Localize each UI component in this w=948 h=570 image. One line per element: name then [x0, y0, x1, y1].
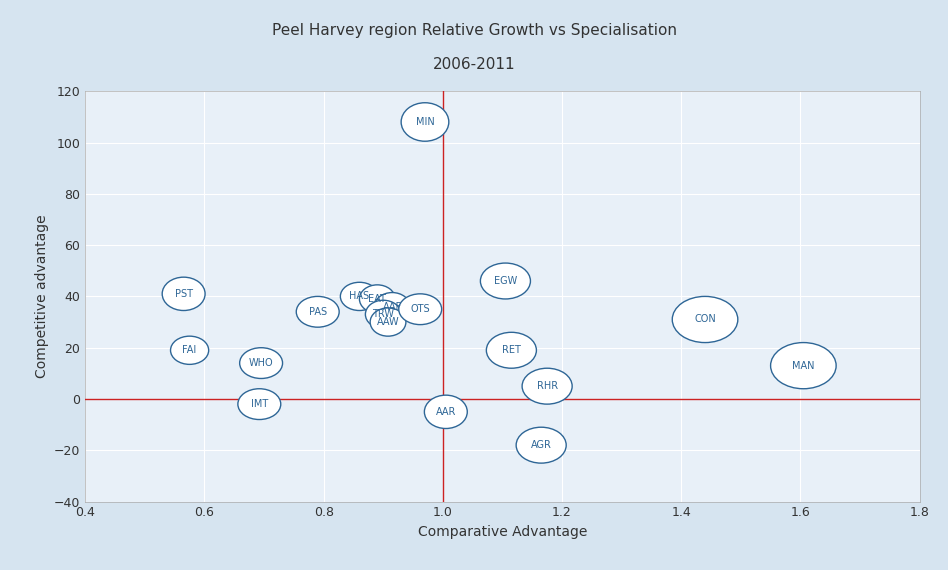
Ellipse shape: [486, 332, 537, 368]
Ellipse shape: [240, 348, 283, 378]
Ellipse shape: [365, 300, 401, 328]
Text: Peel Harvey region Relative Growth vs Specialisation: Peel Harvey region Relative Growth vs Sp…: [271, 23, 677, 38]
Ellipse shape: [359, 285, 395, 313]
Ellipse shape: [374, 292, 410, 321]
Ellipse shape: [672, 296, 738, 343]
Ellipse shape: [401, 103, 448, 141]
Text: PST: PST: [174, 289, 192, 299]
Text: RET: RET: [501, 345, 520, 355]
Y-axis label: Competitive advantage: Competitive advantage: [34, 214, 48, 378]
Text: AAW: AAW: [376, 317, 399, 327]
Ellipse shape: [162, 277, 205, 311]
Ellipse shape: [399, 294, 442, 325]
Text: IMT: IMT: [250, 399, 268, 409]
Ellipse shape: [171, 336, 209, 364]
Ellipse shape: [425, 395, 467, 429]
Text: PAS: PAS: [309, 307, 327, 317]
Text: TRW: TRW: [373, 310, 394, 319]
Ellipse shape: [238, 389, 281, 420]
Text: OTS: OTS: [410, 304, 430, 314]
Text: EAT: EAT: [369, 294, 386, 304]
Text: 2006-2011: 2006-2011: [432, 57, 516, 72]
Ellipse shape: [516, 428, 566, 463]
Text: HAS: HAS: [350, 291, 370, 302]
Ellipse shape: [771, 343, 836, 389]
Text: WHO: WHO: [248, 358, 273, 368]
Text: EGW: EGW: [494, 276, 517, 286]
Text: FAI: FAI: [182, 345, 197, 355]
Text: AAR: AAR: [436, 407, 456, 417]
Ellipse shape: [297, 296, 339, 327]
Text: MIN: MIN: [415, 117, 434, 127]
Ellipse shape: [370, 308, 406, 336]
X-axis label: Comparative Advantage: Comparative Advantage: [418, 525, 587, 539]
Ellipse shape: [481, 263, 531, 299]
Ellipse shape: [522, 368, 573, 404]
Text: MAN: MAN: [793, 361, 814, 370]
Text: AGR: AGR: [531, 440, 552, 450]
Text: AAF: AAF: [383, 302, 402, 312]
Text: RHR: RHR: [537, 381, 557, 391]
Text: CON: CON: [694, 315, 716, 324]
Ellipse shape: [340, 282, 378, 311]
